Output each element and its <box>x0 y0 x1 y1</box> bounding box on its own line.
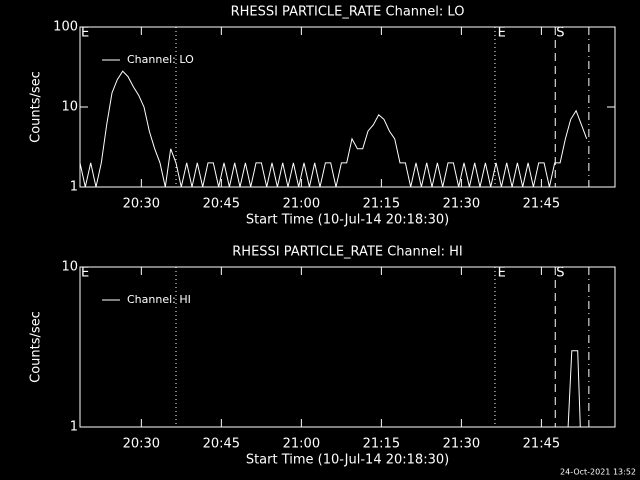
y-tick-label: 10 <box>61 100 78 115</box>
data-line <box>79 70 588 188</box>
annotation: S <box>556 266 564 281</box>
chart-title: RHESSI PARTICLE_RATE Channel: HI <box>232 245 462 260</box>
annotation: E <box>81 26 89 41</box>
chart-title: RHESSI PARTICLE_RATE Channel: LO <box>231 5 465 20</box>
x-tick-label: 20:45 <box>203 197 240 212</box>
x-tick-label: 21:30 <box>443 437 480 452</box>
y-axis-label: Counts/sec <box>29 71 44 143</box>
annotation: S <box>556 26 564 41</box>
data-line <box>567 350 581 428</box>
x-tick-label: 20:45 <box>203 437 240 452</box>
x-axis-label: Start Time (10-Jul-14 20:18:30) <box>246 453 449 468</box>
x-tick-label: 20:30 <box>123 437 160 452</box>
y-tick-label: 100 <box>53 20 78 35</box>
x-tick-label: 21:30 <box>443 197 480 212</box>
x-tick-label: 21:45 <box>523 197 560 212</box>
legend-label: Channel: HI <box>127 293 191 306</box>
x-tick-label: 20:30 <box>123 197 160 212</box>
y-tick-label: 10 <box>61 260 78 275</box>
legend-label: Channel: LO <box>127 53 194 66</box>
annotation: E <box>81 266 89 281</box>
footer: 24-Oct-2021 13:52 <box>560 468 636 477</box>
plot-frame <box>79 266 616 428</box>
y-tick-label: 1 <box>70 180 78 195</box>
y-axis-label: Counts/sec <box>29 311 44 383</box>
x-tick-label: 21:00 <box>283 437 320 452</box>
annotation: E <box>498 266 506 281</box>
x-tick-label: 21:15 <box>363 437 400 452</box>
x-tick-label: 21:45 <box>523 437 560 452</box>
annotation: E <box>498 26 506 41</box>
y-tick-label: 1 <box>70 420 78 435</box>
x-axis-label: Start Time (10-Jul-14 20:18:30) <box>246 213 449 228</box>
x-tick-label: 21:00 <box>283 197 320 212</box>
x-tick-label: 21:15 <box>363 197 400 212</box>
